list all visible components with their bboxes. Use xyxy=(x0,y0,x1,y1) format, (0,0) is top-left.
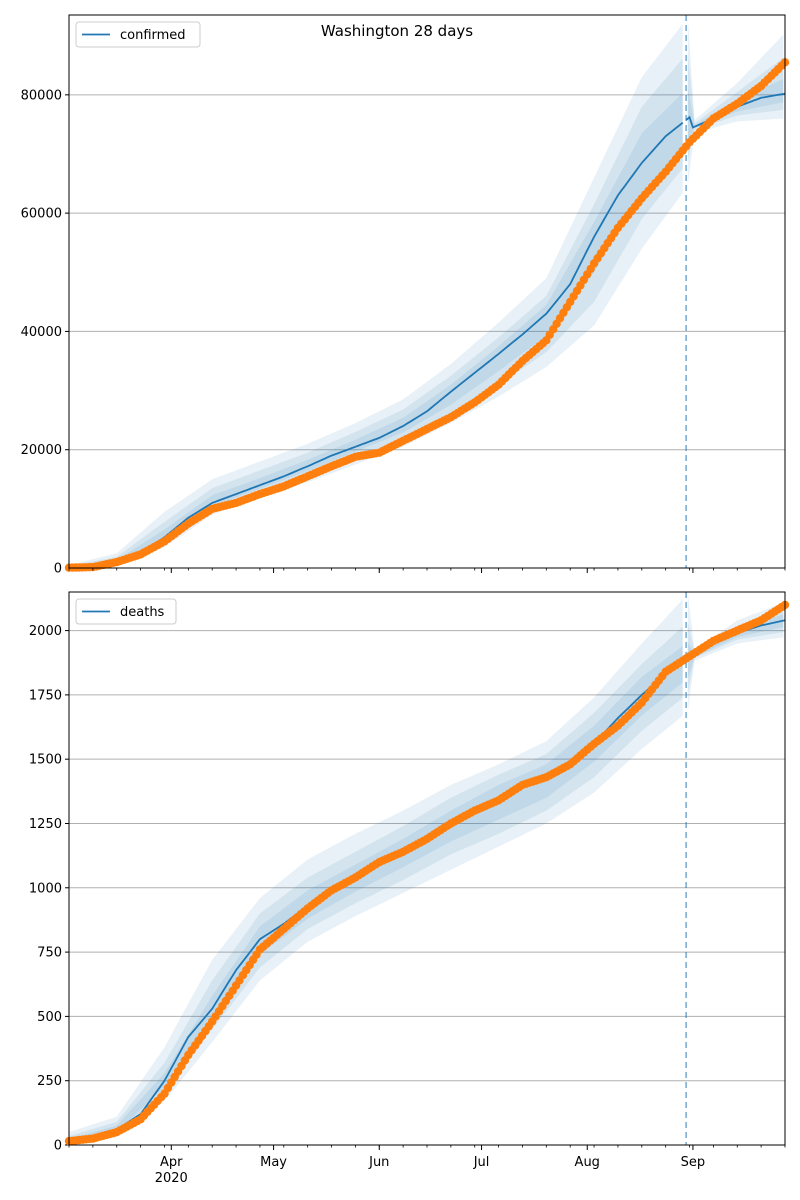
figure-title: Washington 28 days xyxy=(321,22,473,40)
legend: deaths xyxy=(75,598,177,625)
y-tick-label: 1250 xyxy=(29,817,62,832)
x-tick-label: Jun xyxy=(368,1155,389,1170)
y-tick-label: 750 xyxy=(37,946,62,961)
y-tick-label: 80000 xyxy=(21,88,62,103)
legend-label: confirmed xyxy=(120,28,186,43)
y-tick-label: 1750 xyxy=(29,688,62,703)
x-year-label: 2020 xyxy=(155,1171,188,1186)
confirmed-panel: 0 20000 40000 60000 80000 confirmed xyxy=(21,14,790,577)
uncertainty-band xyxy=(687,610,784,694)
y-tick-label: 250 xyxy=(37,1074,62,1089)
y-tick-label: 1000 xyxy=(29,881,62,896)
legend: confirmed xyxy=(75,21,201,48)
x-tick-label: Apr xyxy=(160,1155,183,1170)
legend-label: deaths xyxy=(120,605,165,620)
uncertainty-band xyxy=(687,614,784,679)
y-tick-label: 0 xyxy=(54,1139,62,1154)
deaths-panel: 0 250 500 750 1000 1250 1500 1750 2000 Apr May Jun J… xyxy=(29,591,790,1186)
uncertainty-band xyxy=(69,626,683,1144)
y-tick-label: 500 xyxy=(37,1010,62,1025)
uncertainty-band xyxy=(687,79,784,142)
y-tick-label: 2000 xyxy=(29,624,62,639)
legend-box xyxy=(75,598,177,625)
y-tick-label: 40000 xyxy=(21,325,62,340)
legend-box xyxy=(75,21,201,48)
x-tick-label: May xyxy=(260,1155,287,1170)
y-tick-label: 0 xyxy=(54,562,62,577)
y-tick-label: 20000 xyxy=(21,443,62,458)
y-tick-label: 60000 xyxy=(21,207,62,222)
uncertainty-band xyxy=(69,92,683,568)
y-tick-label: 1500 xyxy=(29,753,62,768)
x-tick-label: Jul xyxy=(473,1155,490,1170)
x-tick-label: Aug xyxy=(575,1155,600,1170)
x-tick-label: Sep xyxy=(681,1155,706,1170)
